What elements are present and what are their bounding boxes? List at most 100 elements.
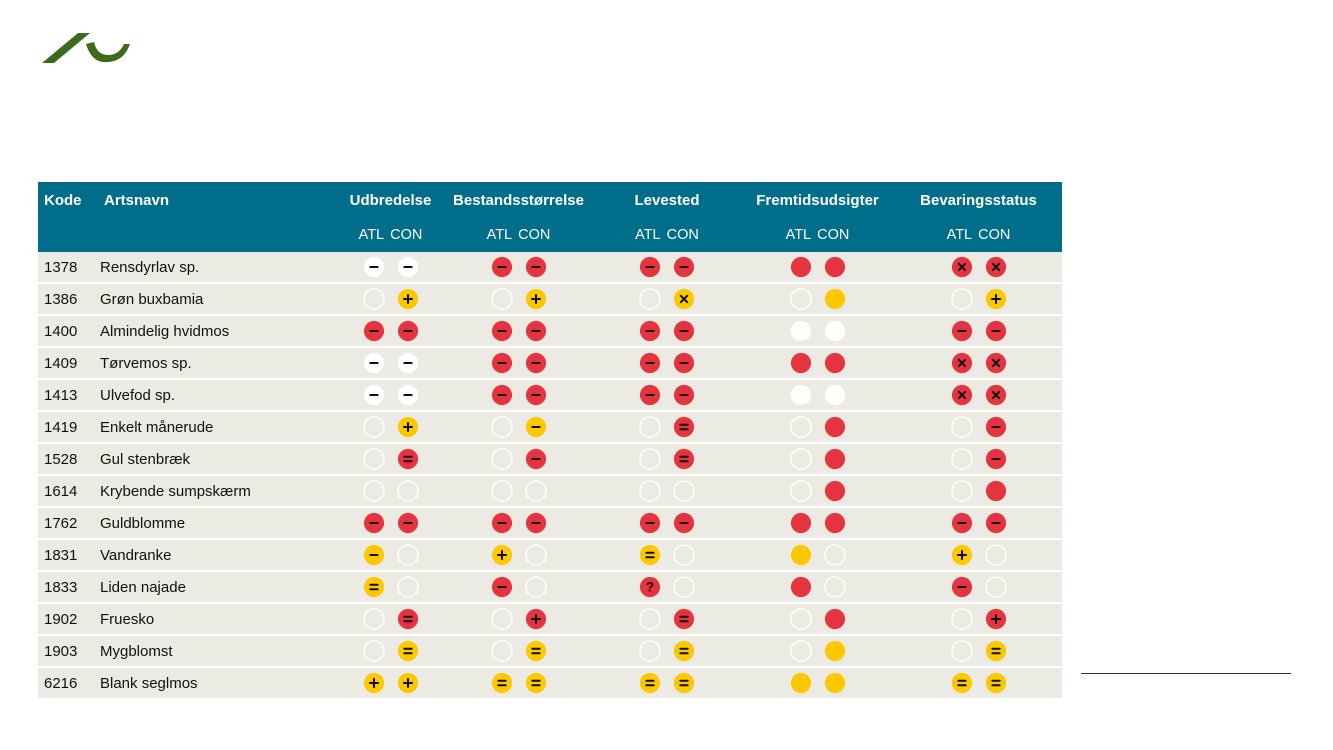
status-pair [594,379,740,412]
empty-status-icon [789,608,812,630]
yellow-solid-icon [790,544,811,566]
header-atl-con: ATL CON [895,218,1062,252]
header-atl: ATL [358,227,385,243]
yellow-x-icon [673,288,695,310]
yellow-eq-icon [639,544,661,566]
status-pair [594,283,740,316]
red-solid-icon [824,608,845,630]
red-minus-icon [639,352,661,374]
status-pair [740,667,895,700]
empty-status-icon [396,544,419,566]
status-pair [594,475,740,508]
red-solid-icon [790,352,811,374]
header-bevaringsstatus: Bevaringsstatus [895,182,1062,218]
red-minus-icon [525,512,546,534]
header-atl-con: ATL CON [443,218,594,252]
status-pair [594,315,740,348]
white-minus-icon [363,352,384,374]
status-pair [895,379,1062,412]
empty-status-icon [950,608,973,630]
empty-status-icon [362,640,385,662]
row-kode: 1413 [38,379,98,412]
footer-divider [1081,673,1291,674]
yellow-solid-icon [790,672,811,694]
status-pair [443,539,594,572]
empty-status-icon [396,480,419,502]
empty-status-icon [639,640,661,662]
white-minus-icon [397,384,418,406]
header-subrow: ATL CON ATL CON ATL CON ATL CON ATL CON [38,218,1062,252]
empty-status-icon [984,544,1007,566]
empty-status-icon [639,480,661,502]
status-pair: ? [594,571,740,604]
table-body: 1378 Rensdyrlav sp. 1386 Grøn buxbamia 1400 A… [38,252,1062,700]
red-solid-icon [824,448,845,470]
row-kode: 1409 [38,347,98,380]
empty-status-icon [362,288,385,310]
status-pair [443,667,594,700]
red-eq-icon [673,416,695,438]
row-artsnavn: Fruesko [98,603,338,636]
empty-status-icon [524,544,547,566]
status-pair [895,411,1062,444]
status-pair [740,411,895,444]
empty-status-icon [823,576,846,598]
red-solid-icon [790,256,811,278]
header-con: CON [817,227,850,243]
yellow-solid-icon [824,288,845,310]
row-artsnavn: Liden najade [98,571,338,604]
red-minus-icon [985,448,1006,470]
status-pair [443,507,594,540]
status-pair [594,507,740,540]
red-q-icon: ? [639,576,661,598]
red-plus-icon [985,608,1006,630]
red-minus-icon [491,320,512,342]
empty-status-icon [396,576,419,598]
row-artsnavn: Vandranke [98,539,338,572]
empty-status-icon [789,416,812,438]
yellow-plus-icon [397,288,418,310]
empty-status-icon [490,416,513,438]
red-solid-icon [824,416,845,438]
red-minus-icon [673,512,695,534]
yellow-plus-icon [985,288,1006,310]
status-pair [594,347,740,380]
red-minus-icon [491,256,512,278]
empty-status-icon [362,480,385,502]
status-pair [895,475,1062,508]
status-pair [338,603,443,636]
yellow-eq-icon [985,672,1006,694]
empty-status-icon [490,640,513,662]
header-artsnavn: Artsnavn [98,182,338,218]
red-minus-icon [951,512,972,534]
university-logo-icon [42,33,130,63]
white-solid-icon [790,320,811,342]
yellow-eq-icon [985,640,1006,662]
status-pair [443,571,594,604]
yellow-minus-icon [525,416,546,438]
header-atl: ATL [946,227,973,243]
status-pair [895,283,1062,316]
empty-status-icon [789,448,812,470]
table-row: 1419 Enkelt månerude [38,411,1062,444]
status-pair [338,411,443,444]
table-row: 1614 Krybende sumpskærm [38,475,1062,508]
row-kode: 1528 [38,443,98,476]
red-minus-icon [985,416,1006,438]
white-minus-icon [397,352,418,374]
row-artsnavn: Almindelig hvidmos [98,315,338,348]
red-solid-icon [790,512,811,534]
status-pair [895,252,1062,284]
red-minus-icon [491,352,512,374]
status-pair [895,571,1062,604]
status-pair [740,539,895,572]
row-artsnavn: Krybende sumpskærm [98,475,338,508]
status-pair [594,443,740,476]
status-pair [338,443,443,476]
header-con: CON [390,227,423,243]
status-pair [895,635,1062,668]
status-pair [594,252,740,284]
red-x-icon [985,352,1006,374]
row-artsnavn: Gul stenbræk [98,443,338,476]
red-minus-icon [525,448,546,470]
